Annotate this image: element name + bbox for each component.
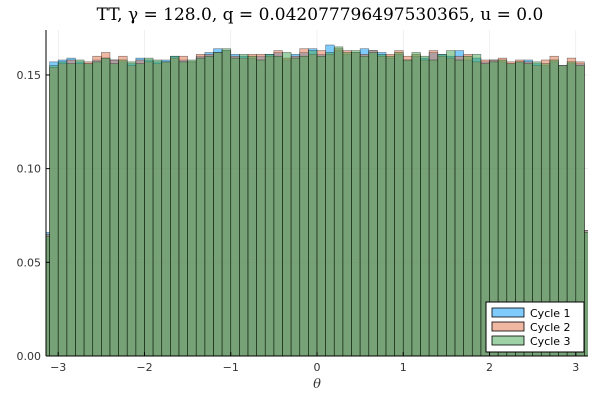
series-3 — [46, 46, 588, 356]
histogram-bar — [256, 59, 266, 356]
legend-swatch — [491, 307, 525, 318]
histogram-bar — [118, 59, 128, 356]
histogram-bar — [273, 55, 283, 356]
histogram-bar — [446, 50, 456, 356]
histogram-bar — [170, 55, 180, 356]
histogram-bar — [359, 55, 370, 356]
y-tick-label: 0.00 — [17, 350, 42, 363]
histogram-bar — [454, 59, 464, 356]
histogram-bar — [126, 61, 137, 356]
histogram-bar — [471, 54, 482, 356]
legend-swatch — [491, 321, 525, 332]
histogram-bar — [394, 52, 404, 356]
histogram-bar — [368, 52, 378, 356]
histogram-bar — [230, 57, 240, 356]
histogram-bar — [333, 46, 344, 356]
histogram-bar — [239, 54, 249, 356]
histogram-bar — [135, 63, 145, 356]
histogram-bar — [342, 52, 352, 356]
y-tick-label: 0.10 — [17, 163, 42, 176]
histogram-bar — [351, 50, 361, 356]
histogram-bar — [178, 61, 188, 356]
histogram-bar — [213, 52, 223, 356]
histogram-bar — [325, 52, 335, 356]
histogram-bar — [428, 59, 439, 356]
histogram-bar — [316, 55, 326, 356]
y-tick-label: 0.05 — [17, 256, 42, 269]
histogram-bar — [204, 55, 214, 356]
histogram-bar — [195, 57, 206, 356]
histogram-bar — [282, 52, 292, 356]
histogram-bar — [437, 54, 447, 356]
x-tick-label: −2 — [136, 361, 152, 374]
histogram-bar — [187, 59, 197, 356]
chart-title: TT, γ = 128.0, q = 0.042077796497530365,… — [97, 5, 544, 25]
y-tick-label: 0.15 — [17, 69, 42, 82]
histogram-bar — [385, 55, 395, 356]
x-tick-label: 0 — [314, 361, 321, 374]
histogram-bar — [463, 55, 473, 356]
legend-swatch — [491, 335, 525, 346]
x-axis-label: θ — [313, 377, 321, 392]
histogram-bar — [308, 50, 318, 356]
histogram-bar — [109, 63, 119, 356]
histogram-bars — [46, 44, 588, 356]
histogram-bar — [264, 54, 275, 356]
x-tick-label: 1 — [400, 361, 407, 374]
histogram-bar — [152, 59, 163, 356]
histogram-bar — [92, 61, 102, 356]
legend-label: Cycle 3 — [530, 335, 571, 348]
histogram-bar — [402, 59, 413, 356]
tick-labels: −3 −2 −1 0 1 2 3 0.00 0.05 0.10 0.15 — [17, 69, 580, 374]
histogram-bar — [247, 55, 257, 356]
histogram-bar — [299, 55, 309, 356]
histogram-bar — [101, 57, 111, 356]
x-tick-label: −3 — [50, 361, 66, 374]
histogram-bar — [66, 63, 76, 356]
histogram-bar — [161, 61, 171, 356]
histogram-bar — [144, 57, 154, 356]
histogram-bar — [377, 54, 387, 356]
x-tick-label: 3 — [572, 361, 579, 374]
histogram-bar — [83, 63, 94, 356]
legend-label: Cycle 1 — [530, 307, 571, 320]
histogram-bar — [49, 65, 59, 356]
histogram-bar — [290, 57, 301, 356]
axes — [45, 30, 588, 357]
histogram-bar — [584, 232, 588, 356]
legend-label: Cycle 2 — [530, 321, 571, 334]
histogram-bar — [411, 52, 421, 356]
histogram-bar — [75, 59, 85, 356]
histogram-bar — [420, 55, 430, 356]
bars-clip-group — [46, 44, 588, 356]
histogram-bar — [575, 65, 585, 356]
histogram-bar — [57, 61, 68, 356]
x-tick-label: −1 — [223, 361, 239, 374]
histogram-bar — [221, 48, 232, 356]
x-tick-label: 2 — [486, 361, 493, 374]
